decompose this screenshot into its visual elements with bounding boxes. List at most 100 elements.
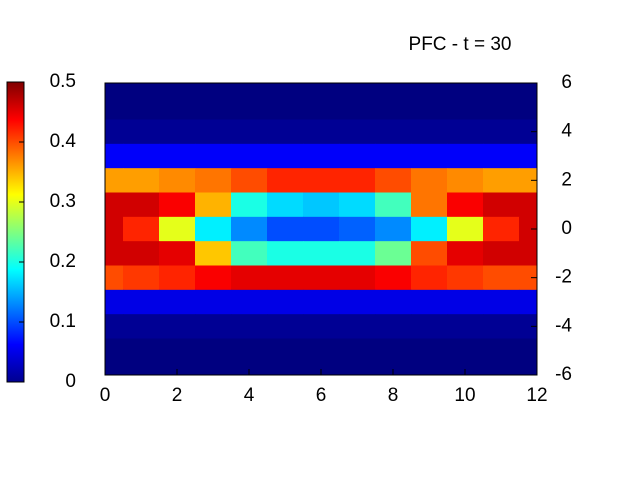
heat-cell bbox=[375, 192, 412, 218]
heat-cell bbox=[195, 216, 232, 242]
heat-cell bbox=[483, 265, 520, 291]
heat-cell bbox=[339, 314, 376, 339]
heat-cell bbox=[105, 289, 124, 315]
heat-cell bbox=[105, 314, 124, 339]
heat-cell bbox=[303, 265, 340, 291]
heat-cell bbox=[159, 83, 196, 96]
heat-cell bbox=[411, 314, 448, 339]
heat-cell bbox=[411, 119, 448, 145]
heat-cell bbox=[483, 168, 520, 193]
heat-cell bbox=[267, 143, 304, 169]
heat-cell bbox=[303, 362, 340, 375]
heat-cell bbox=[159, 241, 196, 266]
heat-cell bbox=[339, 241, 376, 266]
heat-cell bbox=[159, 314, 196, 339]
y-tick-label: 2 bbox=[561, 169, 572, 190]
heat-cell bbox=[159, 143, 196, 169]
heat-cell bbox=[195, 338, 232, 364]
heat-cell bbox=[483, 192, 520, 218]
heat-cell bbox=[447, 241, 484, 266]
heat-cell bbox=[339, 192, 376, 218]
heat-cell bbox=[123, 216, 160, 242]
heat-cell bbox=[339, 143, 376, 169]
heat-cell bbox=[123, 265, 160, 291]
heat-cell bbox=[267, 362, 304, 375]
heat-cell bbox=[339, 338, 376, 364]
heatmap bbox=[105, 83, 537, 375]
heat-cell bbox=[519, 338, 537, 364]
heat-cell bbox=[195, 289, 232, 315]
heat-cell bbox=[159, 192, 196, 218]
heat-cell bbox=[339, 289, 376, 315]
colorbar-tick-label: 0 bbox=[65, 371, 76, 392]
heat-cell bbox=[519, 362, 537, 375]
heat-cell bbox=[123, 95, 160, 120]
heat-cell bbox=[303, 338, 340, 364]
heat-cell bbox=[231, 95, 268, 120]
heat-cell bbox=[267, 265, 304, 291]
x-tick-label: 4 bbox=[244, 385, 255, 406]
heat-cell bbox=[519, 119, 537, 145]
heat-cell bbox=[123, 143, 160, 169]
heat-cell bbox=[123, 362, 160, 375]
heat-cell bbox=[483, 338, 520, 364]
heat-cell bbox=[339, 362, 376, 375]
heat-cell bbox=[267, 119, 304, 145]
heat-cell bbox=[123, 83, 160, 96]
heat-cell bbox=[447, 314, 484, 339]
heat-cell bbox=[339, 119, 376, 145]
heat-cell bbox=[231, 143, 268, 169]
heat-cell bbox=[375, 338, 412, 364]
heat-cell bbox=[267, 241, 304, 266]
heat-cell bbox=[303, 143, 340, 169]
heat-cell bbox=[375, 265, 412, 291]
heat-cell bbox=[159, 216, 196, 242]
heat-cell bbox=[447, 168, 484, 193]
heat-cell bbox=[195, 143, 232, 169]
heat-cell bbox=[339, 216, 376, 242]
heat-cell bbox=[105, 168, 124, 193]
heat-cell bbox=[483, 143, 520, 169]
heat-cell bbox=[105, 362, 124, 375]
heat-cell bbox=[303, 289, 340, 315]
heat-cell bbox=[519, 192, 537, 218]
heat-cell bbox=[195, 314, 232, 339]
heat-cell bbox=[447, 95, 484, 120]
heat-cell bbox=[195, 95, 232, 120]
heat-cell bbox=[105, 83, 124, 96]
heat-cell bbox=[105, 241, 124, 266]
heat-cell bbox=[123, 314, 160, 339]
heat-cell bbox=[339, 168, 376, 193]
heat-cell bbox=[483, 83, 520, 96]
heat-cell bbox=[267, 95, 304, 120]
heat-cell bbox=[447, 143, 484, 169]
heat-cell bbox=[519, 168, 537, 193]
colorbar bbox=[6, 81, 25, 383]
heat-cell bbox=[519, 314, 537, 339]
heat-cell bbox=[303, 241, 340, 266]
heat-cell bbox=[195, 168, 232, 193]
heat-cell bbox=[303, 216, 340, 242]
heat-cell bbox=[105, 338, 124, 364]
heat-cell bbox=[483, 95, 520, 120]
heat-cell bbox=[303, 119, 340, 145]
heat-cell bbox=[447, 83, 484, 96]
heat-cell bbox=[123, 241, 160, 266]
heat-cell bbox=[267, 216, 304, 242]
heat-cell bbox=[447, 338, 484, 364]
x-tick-label: 0 bbox=[100, 385, 111, 406]
heat-cell bbox=[267, 192, 304, 218]
y-tick-label: 0 bbox=[561, 218, 572, 239]
heat-cell bbox=[375, 168, 412, 193]
heat-cell bbox=[375, 95, 412, 120]
heat-cell bbox=[159, 289, 196, 315]
y-tick-label: -6 bbox=[555, 364, 572, 385]
heat-cell bbox=[303, 83, 340, 96]
x-tick-label: 8 bbox=[388, 385, 399, 406]
heat-cell bbox=[231, 362, 268, 375]
heat-cell bbox=[231, 314, 268, 339]
heat-cell bbox=[375, 289, 412, 315]
heat-cell bbox=[483, 216, 520, 242]
heat-cell bbox=[411, 338, 448, 364]
